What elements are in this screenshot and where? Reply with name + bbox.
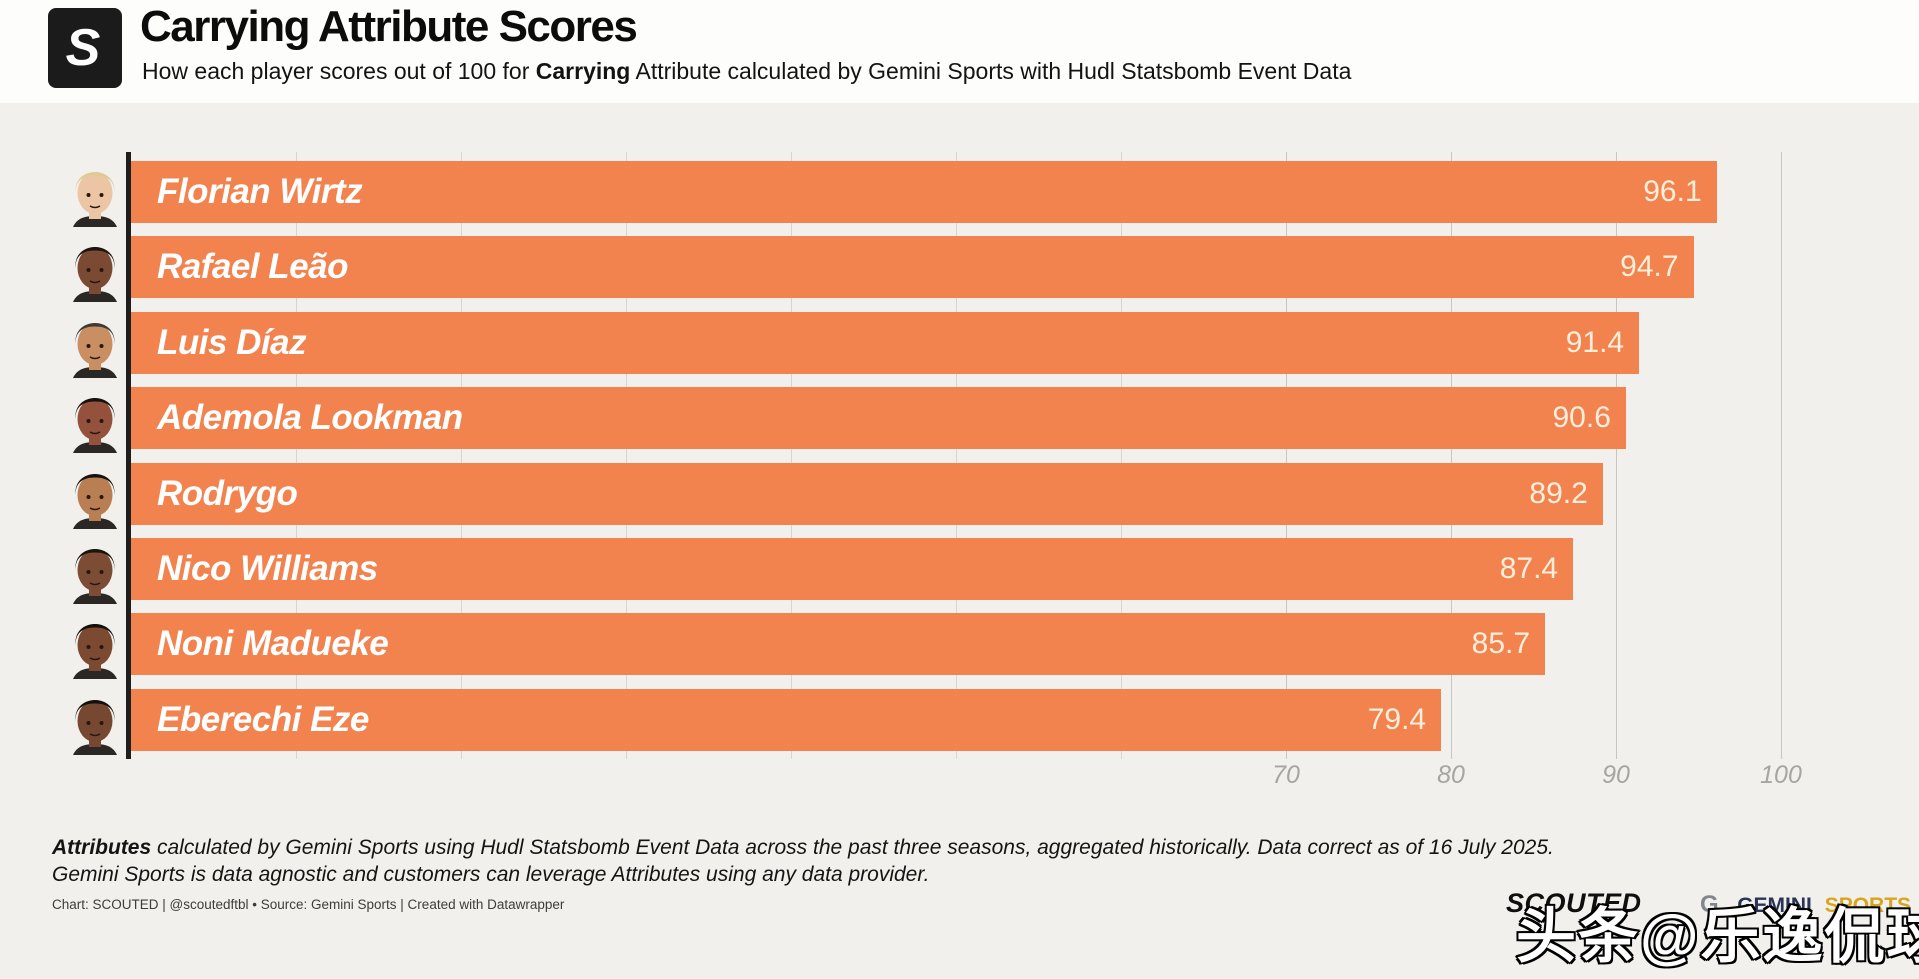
sports-word: SPORTS — [1824, 894, 1912, 917]
gridline-60 — [1121, 152, 1122, 759]
florian-wirtz-photo — [64, 155, 126, 227]
footnote-rest: calculated by Gemini Sports using Hudl S… — [151, 836, 1554, 859]
bar-value-label: 96.1 — [1643, 175, 1702, 208]
toutiao-watermark: 头条@乐逸侃球 — [1515, 902, 1919, 972]
gridline-90 — [1616, 152, 1617, 759]
bar-value-label: 90.6 — [1552, 401, 1611, 435]
rafael-leao-photo — [64, 230, 126, 303]
bar-label-player-name: Florian Wirtz — [157, 172, 363, 211]
luis-diaz-photo — [64, 306, 126, 378]
rodrygo-photo — [64, 457, 126, 529]
bar-value-label: 94.7 — [1620, 250, 1679, 284]
bar-noni-madueke: Noni Madueke 85.7 — [131, 613, 1546, 676]
bar-value-label: 89.2 — [1529, 476, 1588, 510]
bar-label-player-name: Eberechi Eze — [157, 699, 369, 739]
x-tick-label-80: 80 — [1437, 761, 1465, 789]
scouted-wordmark: SCOUTED — [1506, 888, 1642, 918]
gemini-word: GEMINI — [1737, 894, 1812, 917]
scouted-logo-letter: S — [65, 19, 101, 77]
page-title: Carrying Attribute Scores — [140, 2, 638, 51]
bar-value-label: 85.7 — [1471, 627, 1531, 661]
bar-value-label: 87.4 — [1499, 552, 1559, 585]
bar-rafael-le-o: Rafael Leão 94.7 — [131, 236, 1694, 299]
gridline-40 — [791, 152, 792, 759]
bar-rodrygo: Rodrygo 89.2 — [131, 462, 1603, 525]
footnote-line-1: Attributes calculated by Gemini Sports u… — [52, 836, 1554, 860]
bar-value-label: 91.4 — [1565, 325, 1625, 359]
subtitle-suffix: Attribute calculated by Gemini Sports wi… — [630, 58, 1352, 84]
page-subtitle: How each player scores out of 100 for Ca… — [142, 58, 1351, 85]
x-tick-label-100: 100 — [1760, 761, 1802, 789]
gemini-g-icon: G. — [1700, 891, 1726, 918]
header-band: S Carrying Attribute Scores How each pla… — [0, 0, 1919, 103]
x-tick-label-90: 90 — [1602, 761, 1630, 789]
footnote-bold-word: Attributes — [52, 836, 152, 859]
bar-label-player-name: Ademola Lookman — [157, 398, 463, 438]
bar-eberechi-eze: Eberechi Eze 79.4 — [131, 688, 1442, 751]
scouted-logo: S — [48, 8, 122, 88]
bar-nico-williams: Nico Williams 87.4 — [131, 538, 1574, 600]
gridline-30 — [626, 152, 627, 759]
subtitle-prefix: How each player scores out of 100 for — [142, 58, 536, 84]
gridline-10 — [296, 152, 297, 759]
gridline-50 — [956, 152, 957, 759]
bar-ademola-lookman: Ademola Lookman 90.6 — [131, 387, 1626, 450]
bar-label-player-name: Rodrygo — [157, 473, 298, 513]
bar-label-player-name: Rafael Leão — [157, 247, 348, 287]
bar-luis-d-az: Luis Díaz 91.4 — [131, 311, 1640, 374]
gridline-70 — [1286, 152, 1287, 759]
bar-label-player-name: Luis Díaz — [157, 322, 307, 362]
chart-area: 70 80 90 100 Florian Wirtz 96.1 Rafael Leão 9… — [0, 103, 1919, 803]
noni-madueke-photo — [64, 607, 126, 680]
bar-value-label: 79.4 — [1367, 702, 1427, 736]
x-tick-label-70: 70 — [1272, 761, 1300, 789]
footnote-line-2: Gemini Sports is data agnostic and custo… — [52, 863, 930, 886]
y-axis-baseline — [126, 152, 131, 759]
bar-label-player-name: Nico Williams — [157, 549, 378, 588]
ademola-lookman-photo — [64, 381, 126, 454]
nico-williams-photo — [64, 532, 126, 604]
subtitle-bold-word: Carrying — [535, 58, 631, 84]
gridline-80 — [1451, 152, 1452, 759]
gridline-20 — [461, 152, 462, 759]
bar-label-player-name: Noni Madueke — [157, 624, 389, 664]
bar-florian-wirtz: Florian Wirtz 96.1 — [131, 161, 1717, 223]
gemini-sports-logo: G. GEMINI SPORTS — [1700, 891, 1911, 919]
eberechi-eze-photo — [64, 683, 126, 755]
gridline-100 — [1781, 152, 1782, 759]
chart-credit-line: Chart: SCOUTED | @scoutedftbl • Source: … — [52, 897, 565, 912]
